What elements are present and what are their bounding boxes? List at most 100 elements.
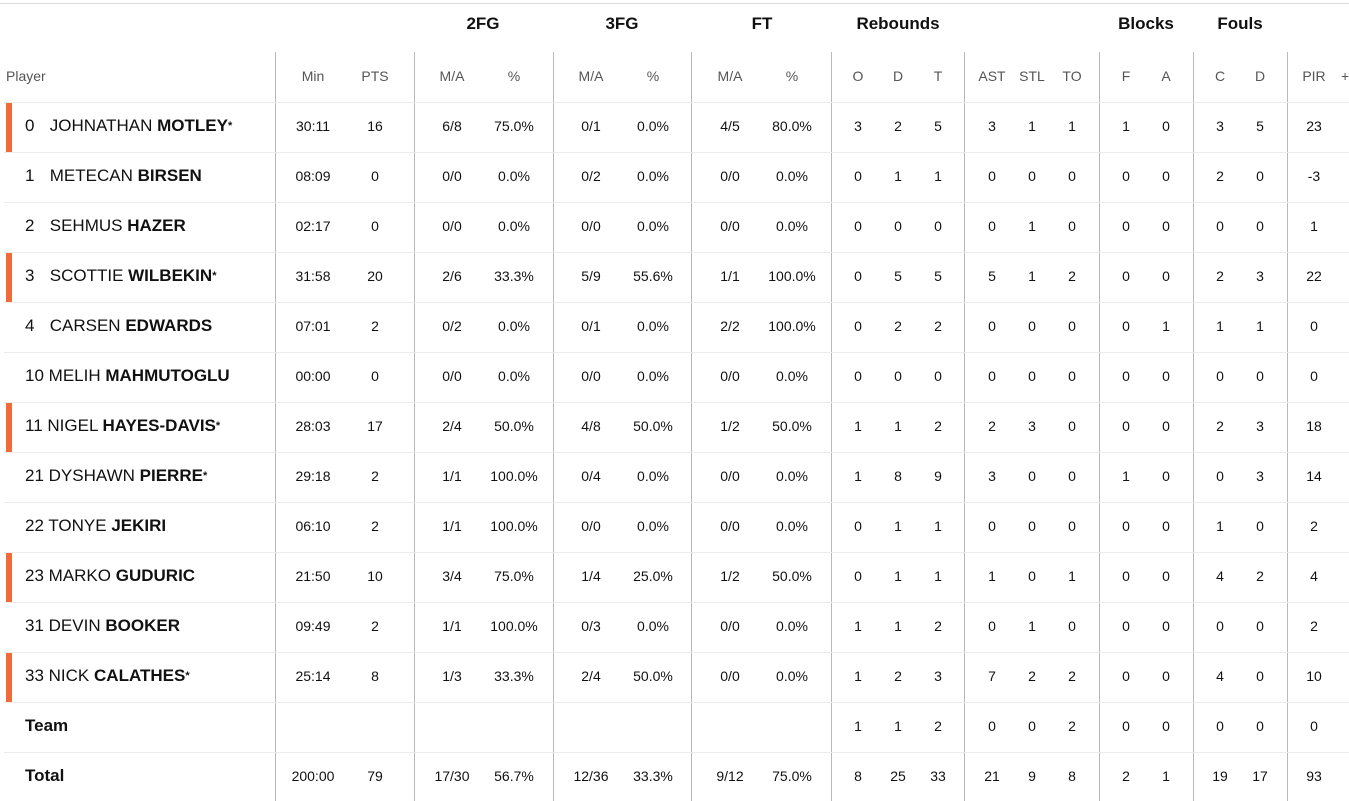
player-number: 23 — [25, 566, 44, 585]
header-blk-f[interactable]: F — [1121, 68, 1131, 84]
stat-blk-f: 0 — [1122, 218, 1130, 234]
stat-fg2-ma: 1/3 — [442, 668, 462, 684]
stat-pir: 23 — [1306, 118, 1322, 134]
player-name[interactable]: 0 JOHNATHAN MOTLEY* — [25, 116, 232, 136]
stat-min: 21:50 — [295, 568, 331, 584]
team-label: Team — [25, 716, 69, 735]
row-separator — [4, 302, 1349, 303]
stat-pts: 8 — [371, 668, 379, 684]
player-name[interactable]: 22 TONYE JEKIRI — [25, 516, 166, 536]
header-ast[interactable]: AST — [978, 68, 1006, 84]
player-number: 21 — [25, 466, 44, 485]
stat-foul-c: 3 — [1216, 118, 1224, 134]
header-reb-o[interactable]: O — [852, 68, 864, 84]
fg2-group-header: 2FG — [466, 14, 500, 33]
stat-fg2-ma: 1/1 — [442, 518, 462, 534]
player-name[interactable]: 3 SCOTTIE WILBEKIN* — [25, 266, 216, 286]
player-name[interactable]: 31 DEVIN BOOKER — [25, 616, 180, 636]
stat-reb-d: 2 — [894, 318, 902, 334]
header-ft-ma[interactable]: M/A — [717, 68, 743, 84]
header-min[interactable]: Min — [301, 68, 325, 84]
stat-reb-d: 0 — [894, 368, 902, 384]
stat-fg2-pct: 0.0% — [498, 318, 530, 334]
stat-fg3-pct: 25.0% — [633, 568, 673, 584]
header-pts[interactable]: PTS — [361, 68, 389, 84]
stat-reb-d: 1 — [894, 568, 902, 584]
player-name[interactable]: 33 NICK CALATHES* — [25, 666, 190, 686]
header-stl[interactable]: STL — [1019, 68, 1045, 84]
stat-ast: 5 — [988, 268, 996, 284]
header-blk-a[interactable]: A — [1161, 68, 1171, 84]
stat-pir: 14 — [1306, 468, 1322, 484]
player-number: 11 — [25, 416, 43, 435]
header-foul-d[interactable]: D — [1254, 68, 1266, 84]
stat-pts: 0 — [371, 168, 379, 184]
player-first-name: TONYE — [48, 516, 107, 535]
stat-pts: 17 — [367, 418, 383, 434]
stat-fg3-ma: 0/0 — [581, 368, 601, 384]
header-pir[interactable]: PIR — [1302, 68, 1326, 84]
stat-ast: 0 — [988, 618, 996, 634]
stat-ast: 0 — [988, 218, 996, 234]
player-name[interactable]: 1 METECAN BIRSEN — [25, 166, 202, 186]
player-first-name: NICK — [48, 666, 90, 685]
stat-pts: 0 — [371, 368, 379, 384]
fouls-group-header: Fouls — [1217, 14, 1263, 33]
stat-stl: 0 — [1028, 718, 1036, 734]
stat-pts: 2 — [371, 318, 379, 334]
player-name[interactable]: 23 MARKO GUDURIC — [25, 566, 195, 586]
top-rule — [0, 3, 1349, 4]
header-plus-minus[interactable]: + — [1341, 68, 1349, 84]
player-first-name: JOHNATHAN — [49, 116, 153, 135]
player-number: 0 — [25, 116, 35, 135]
header-ft-pct[interactable]: % — [785, 68, 799, 84]
player-name[interactable]: 21 DYSHAWN PIERRE* — [25, 466, 207, 486]
stat-ft-ma: 4/5 — [720, 118, 740, 134]
player-name[interactable]: 10 MELIH MAHMUTOGLU — [25, 366, 230, 386]
header-reb-t[interactable]: T — [933, 68, 943, 84]
stat-fg3-pct: 0.0% — [637, 218, 669, 234]
stat-reb-o: 0 — [854, 168, 862, 184]
stat-reb-o: 1 — [854, 618, 862, 634]
player-name[interactable]: 4 CARSEN EDWARDS — [25, 316, 212, 336]
stat-foul-c: 0 — [1216, 368, 1224, 384]
stat-reb-o: 8 — [854, 768, 862, 784]
stat-fg2-ma: 1/1 — [442, 468, 462, 484]
stat-blk-f: 0 — [1122, 168, 1130, 184]
header-fg3-ma[interactable]: M/A — [578, 68, 604, 84]
stat-blk-f: 0 — [1122, 368, 1130, 384]
header-to[interactable]: TO — [1062, 68, 1082, 84]
header-fg2-pct[interactable]: % — [507, 68, 521, 84]
stat-reb-o: 0 — [854, 518, 862, 534]
starter-marker — [6, 653, 12, 702]
stat-fg3-ma: 0/1 — [581, 318, 601, 334]
player-last-name: BOOKER — [105, 616, 180, 635]
blocks-group-header: Blocks — [1118, 14, 1174, 33]
stat-foul-d: 0 — [1256, 668, 1264, 684]
column-divider — [691, 52, 692, 801]
stat-stl: 1 — [1028, 618, 1036, 634]
stat-fg3-ma: 0/0 — [581, 218, 601, 234]
header-foul-c[interactable]: C — [1214, 68, 1226, 84]
header-fg2-ma[interactable]: M/A — [439, 68, 465, 84]
stat-fg3-ma: 0/0 — [581, 518, 601, 534]
stat-pir: -3 — [1307, 168, 1321, 184]
player-name[interactable]: 2 SEHMUS HAZER — [25, 216, 186, 236]
stat-to: 0 — [1068, 368, 1076, 384]
stat-ast: 0 — [988, 368, 996, 384]
stat-blk-a: 0 — [1162, 718, 1170, 734]
starter-marker — [6, 553, 12, 602]
stat-pir: 93 — [1306, 768, 1322, 784]
stat-min: 28:03 — [295, 418, 331, 434]
stat-pir: 1 — [1310, 218, 1318, 234]
stat-ft-pct: 50.0% — [772, 568, 812, 584]
stat-blk-f: 1 — [1122, 468, 1130, 484]
header-player[interactable]: Player — [6, 68, 46, 84]
starter-marker — [6, 253, 12, 302]
stat-fg2-ma: 6/8 — [442, 118, 462, 134]
header-reb-d[interactable]: D — [892, 68, 904, 84]
player-name[interactable]: 11 NIGEL HAYES-DAVIS* — [25, 416, 220, 436]
stat-pir: 4 — [1310, 568, 1318, 584]
row-separator — [4, 102, 1349, 103]
header-fg3-pct[interactable]: % — [646, 68, 660, 84]
